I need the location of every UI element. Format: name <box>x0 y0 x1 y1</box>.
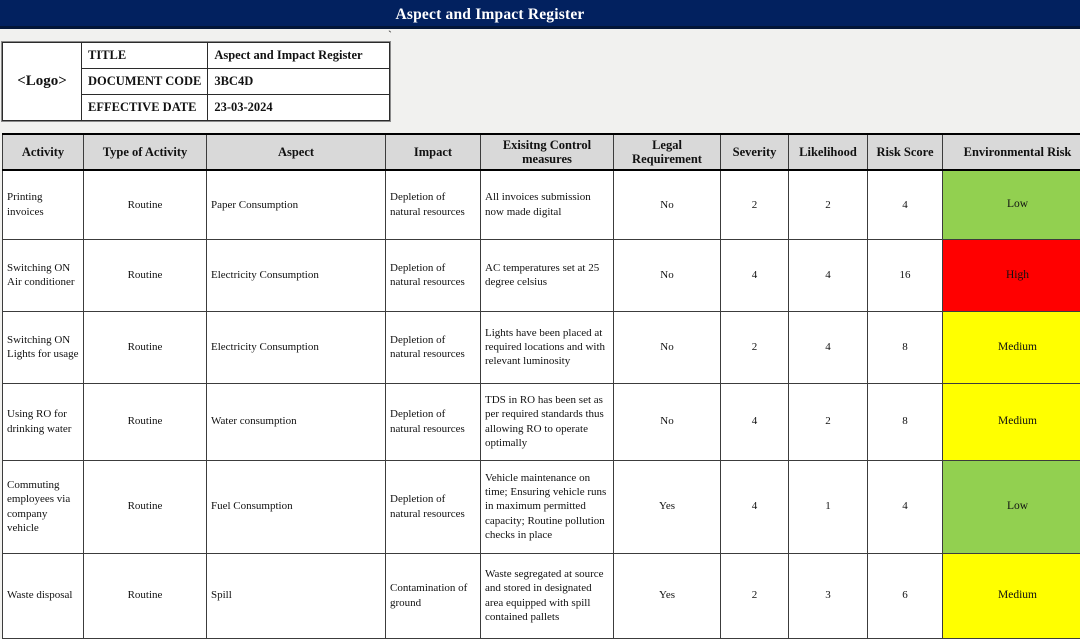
doc-title-label: TITLE <box>82 43 208 69</box>
col-header-likelihood: Likelihood <box>789 134 868 170</box>
cell-controls: Vehicle maintenance on time; Ensuring ve… <box>481 460 614 553</box>
register-row-waste-disposal: Waste disposal Routine Spill Contaminati… <box>3 553 1080 638</box>
doc-title-value: Aspect and Impact Register <box>208 43 390 69</box>
cell-controls: TDS in RO has been set as per required s… <box>481 383 614 460</box>
cell-impact: Depletion of natural resources <box>386 311 481 383</box>
cell-controls: Waste segregated at source and stored in… <box>481 553 614 638</box>
register-row-air-conditioner: Switching ON Air conditioner Routine Ele… <box>3 239 1080 311</box>
doc-date-label: EFFECTIVE DATE <box>82 95 208 121</box>
cell-type: Routine <box>84 553 207 638</box>
cell-legal: No <box>614 239 721 311</box>
cell-activity: Commuting employees via company vehicle <box>3 460 84 553</box>
cell-controls: Lights have been placed at required loca… <box>481 311 614 383</box>
col-header-aspect: Aspect <box>207 134 386 170</box>
stray-backtick-mark: ` <box>388 28 392 43</box>
document-info-table: <Logo> TITLE Aspect and Impact Register … <box>2 42 390 121</box>
cell-likelihood: 1 <box>789 460 868 553</box>
register-row-commuting: Commuting employees via company vehicle … <box>3 460 1080 553</box>
cell-risk-score: 4 <box>868 460 943 553</box>
cell-type: Routine <box>84 311 207 383</box>
col-header-severity: Severity <box>721 134 789 170</box>
cell-aspect: Spill <box>207 553 386 638</box>
cell-aspect: Electricity Consumption <box>207 311 386 383</box>
cell-severity: 2 <box>721 311 789 383</box>
cell-activity: Switching ON Air conditioner <box>3 239 84 311</box>
cell-type: Routine <box>84 460 207 553</box>
cell-likelihood: 2 <box>789 383 868 460</box>
cell-aspect: Water consumption <box>207 383 386 460</box>
cell-environmental-risk: High <box>943 239 1080 311</box>
col-header-existing-control-measures: Exisitng Control measures <box>481 134 614 170</box>
cell-risk-score: 16 <box>868 239 943 311</box>
cell-legal: Yes <box>614 553 721 638</box>
aspect-impact-register-table: Activity Type of Activity Aspect Impact … <box>2 133 1080 639</box>
cell-activity: Using RO for drinking water <box>3 383 84 460</box>
cell-risk-score: 4 <box>868 170 943 239</box>
cell-activity: Switching ON Lights for usage <box>3 311 84 383</box>
col-header-legal-requirement: Legal Requirement <box>614 134 721 170</box>
cell-risk-score: 6 <box>868 553 943 638</box>
cell-activity: Printing invoices <box>3 170 84 239</box>
cell-aspect: Paper Consumption <box>207 170 386 239</box>
cell-risk-score: 8 <box>868 383 943 460</box>
cell-likelihood: 4 <box>789 311 868 383</box>
cell-risk-score: 8 <box>868 311 943 383</box>
register-header-row: Activity Type of Activity Aspect Impact … <box>3 134 1080 170</box>
logo-placeholder: <Logo> <box>3 43 82 121</box>
col-header-activity: Activity <box>3 134 84 170</box>
cell-environmental-risk: Medium <box>943 383 1080 460</box>
doc-date-value: 23-03-2024 <box>208 95 390 121</box>
cell-aspect: Fuel Consumption <box>207 460 386 553</box>
page-title: Aspect and Impact Register <box>0 0 980 29</box>
cell-impact: Depletion of natural resources <box>386 383 481 460</box>
cell-environmental-risk: Medium <box>943 311 1080 383</box>
cell-type: Routine <box>84 239 207 311</box>
col-header-impact: Impact <box>386 134 481 170</box>
cell-severity: 2 <box>721 170 789 239</box>
cell-activity: Waste disposal <box>3 553 84 638</box>
cell-severity: 4 <box>721 383 789 460</box>
cell-likelihood: 4 <box>789 239 868 311</box>
register-row-lights: Switching ON Lights for usage Routine El… <box>3 311 1080 383</box>
cell-aspect: Electricity Consumption <box>207 239 386 311</box>
cell-legal: Yes <box>614 460 721 553</box>
register-row-ro-water: Using RO for drinking water Routine Wate… <box>3 383 1080 460</box>
doc-code-value: 3BC4D <box>208 69 390 95</box>
cell-likelihood: 3 <box>789 553 868 638</box>
cell-environmental-risk: Low <box>943 170 1080 239</box>
doc-code-label: DOCUMENT CODE <box>82 69 208 95</box>
table-row: <Logo> TITLE Aspect and Impact Register <box>3 43 390 69</box>
cell-legal: No <box>614 311 721 383</box>
cell-severity: 4 <box>721 460 789 553</box>
document-title-bar: Aspect and Impact Register <box>0 0 1080 29</box>
cell-severity: 4 <box>721 239 789 311</box>
cell-impact: Depletion of natural resources <box>386 239 481 311</box>
col-header-risk-score: Risk Score <box>868 134 943 170</box>
cell-severity: 2 <box>721 553 789 638</box>
col-header-type-of-activity: Type of Activity <box>84 134 207 170</box>
cell-controls: All invoices submission now made digital <box>481 170 614 239</box>
cell-legal: No <box>614 170 721 239</box>
cell-type: Routine <box>84 170 207 239</box>
cell-impact: Depletion of natural resources <box>386 460 481 553</box>
cell-environmental-risk: Medium <box>943 553 1080 638</box>
col-header-environmental-risk: Environmental Risk <box>943 134 1080 170</box>
register-row-printing-invoices: Printing invoices Routine Paper Consumpt… <box>3 170 1080 239</box>
cell-environmental-risk: Low <box>943 460 1080 553</box>
cell-impact: Depletion of natural resources <box>386 170 481 239</box>
cell-type: Routine <box>84 383 207 460</box>
cell-likelihood: 2 <box>789 170 868 239</box>
cell-controls: AC temperatures set at 25 degree celsius <box>481 239 614 311</box>
cell-legal: No <box>614 383 721 460</box>
cell-impact: Contamination of ground <box>386 553 481 638</box>
